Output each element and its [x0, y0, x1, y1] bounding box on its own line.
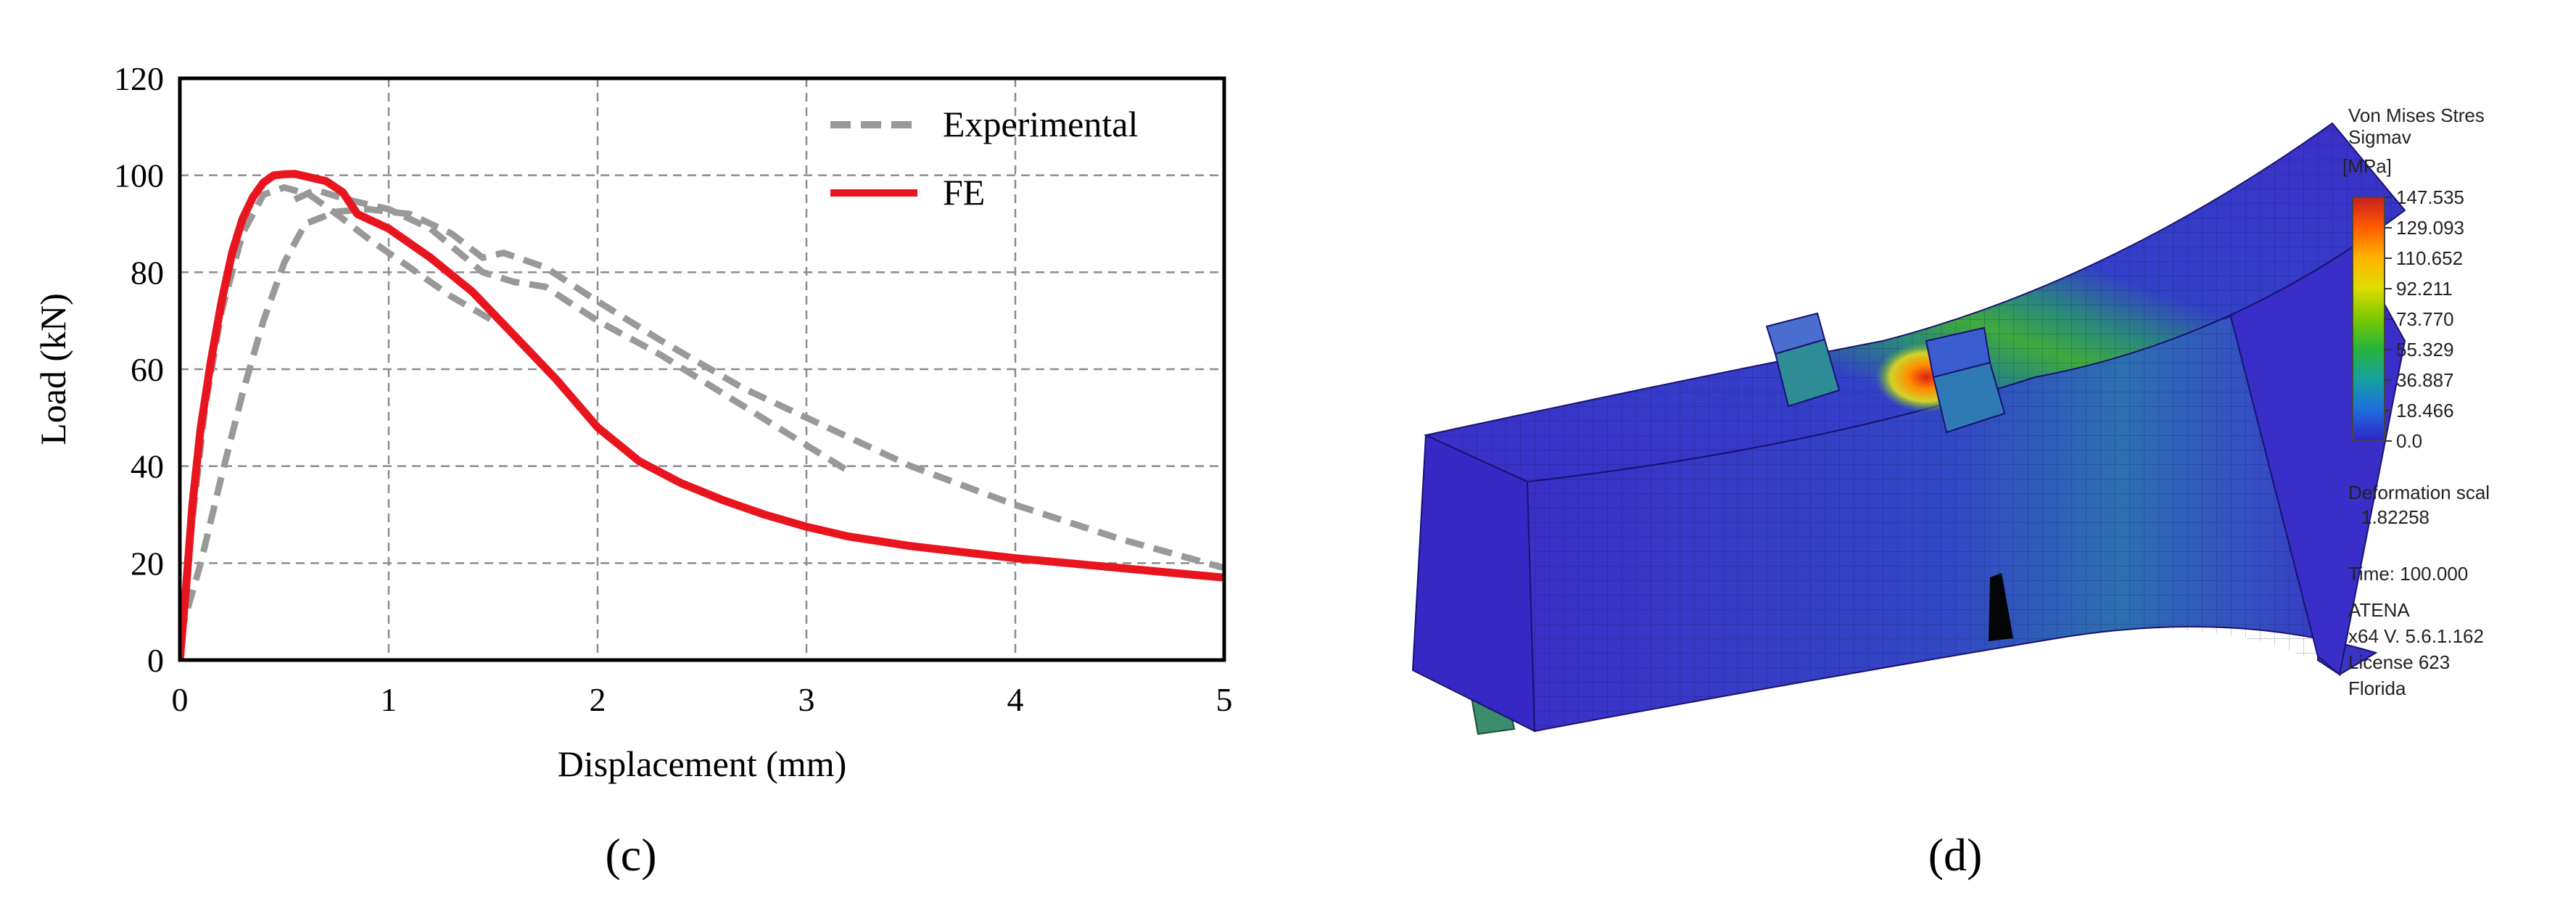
- legend-title-1: Von Mises Stres: [2348, 104, 2485, 126]
- legend-fe-label: FE: [943, 172, 985, 213]
- y-tick-label: 120: [114, 60, 164, 97]
- x-tick-label: 1: [381, 681, 397, 718]
- crack-marker: [1989, 573, 2013, 641]
- license-label: License 623: [2348, 651, 2450, 673]
- series-experimental-curve-1: [180, 184, 495, 660]
- scale-value-label: 73.770: [2396, 308, 2454, 330]
- series-experimental-curve-3: [293, 186, 850, 474]
- series-fe-curve-1: [180, 170, 1224, 660]
- plot-frame: [178, 76, 1226, 662]
- y-tick-label: 40: [131, 448, 164, 485]
- panel-d: Von Mises Stres Sigmav [MPa] 147.535 129.…: [1288, 0, 2576, 915]
- deformation-value: 1.82258: [2361, 506, 2430, 528]
- x-tick-label: 2: [590, 681, 606, 718]
- panel-d-label: (d): [1928, 829, 1983, 881]
- y-tick-label: 60: [131, 351, 164, 388]
- y-tick-label: 20: [131, 545, 164, 582]
- stress-scale-labels: 147.535 129.093 110.652 92.211 73.770 55.329 3…: [2385, 186, 2464, 452]
- beam-top-mesh: [1426, 123, 2405, 482]
- y-tick-label: 100: [114, 157, 164, 194]
- x-axis-label: Displacement (mm): [558, 743, 847, 784]
- x-tick-label: 5: [1216, 681, 1233, 718]
- fea-render: Von Mises Stres Sigmav [MPa] 147.535 129.…: [1411, 104, 2490, 881]
- legend-unit: [MPa]: [2342, 155, 2392, 177]
- legend-title-2: Sigmav: [2348, 126, 2411, 148]
- stress-color-bar: [2352, 197, 2385, 442]
- x-tick-label: 0: [172, 681, 189, 718]
- location-label: Florida: [2348, 677, 2406, 699]
- chart-grid: [180, 78, 1224, 660]
- scale-value-label: 129.093: [2396, 217, 2464, 239]
- scale-value-label: 0.0: [2396, 430, 2422, 452]
- legend: Experimental FE: [830, 104, 1138, 213]
- x-tick-label: 3: [798, 681, 815, 718]
- scale-value-label: 92.211: [2396, 278, 2453, 300]
- deformation-label: Deformation scal: [2348, 482, 2490, 503]
- legend-experimental-label: Experimental: [943, 104, 1138, 144]
- scale-value-label: 18.466: [2396, 400, 2454, 421]
- scale-value-label: 55.329: [2396, 339, 2454, 360]
- x-tick-label: 4: [1007, 681, 1024, 718]
- loading-plate: [1765, 312, 2006, 434]
- panel-c-label: (c): [605, 829, 656, 881]
- y-tick-label: 80: [131, 254, 164, 291]
- scale-value-label: 110.652: [2396, 247, 2463, 269]
- software-version: x64 V. 5.6.1.162: [2348, 625, 2484, 647]
- y-tick-label: 0: [147, 642, 164, 679]
- y-axis-label: Load (kN): [33, 293, 73, 445]
- scale-value-label: 36.887: [2396, 369, 2454, 391]
- series-experimental-curve-2: [180, 205, 1224, 637]
- scale-value-label: 147.535: [2396, 186, 2464, 208]
- chart-ticks: 0 1 2 3 4 5 0 20 40 60 80 100 120: [114, 60, 1233, 718]
- beam-left-end: [1411, 434, 1536, 733]
- stress-legend: Von Mises Stres Sigmav [MPa] 147.535 129.…: [2342, 104, 2490, 699]
- panel-c: 0 1 2 3 4 5 0 20 40 60 80 100 120 Displacement (mm) …: [0, 0, 1288, 915]
- time-label: Time: 100.000: [2348, 563, 2468, 585]
- beam-front-mesh: [1527, 316, 2340, 731]
- chart-series: [180, 170, 1224, 660]
- software-name: ATENA: [2348, 599, 2410, 621]
